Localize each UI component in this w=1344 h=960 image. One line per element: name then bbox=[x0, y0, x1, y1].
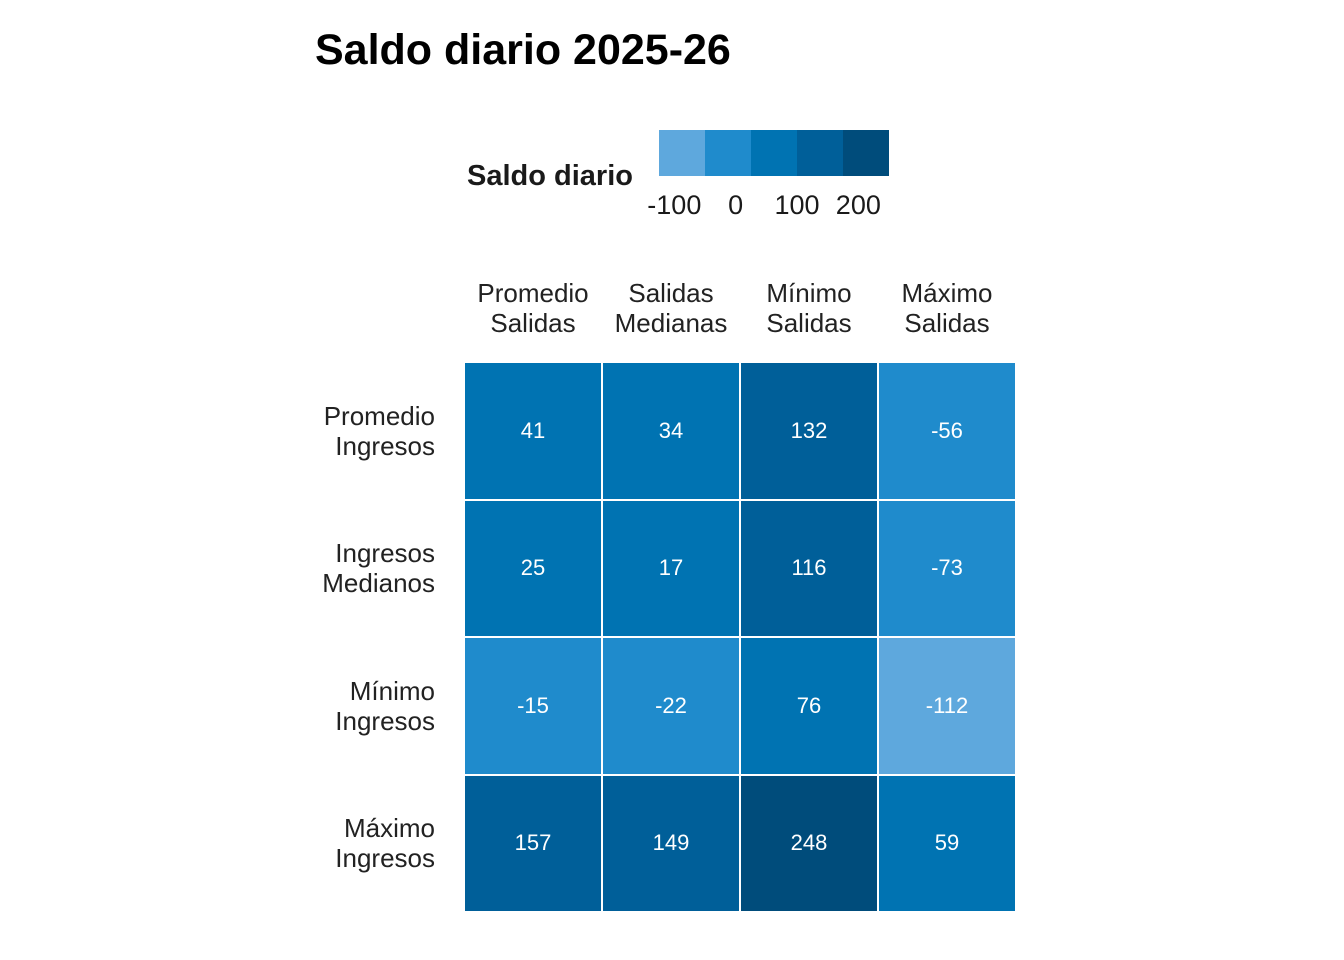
heatmap-cell: -112 bbox=[878, 637, 1016, 775]
row-label: Mínimo Ingresos bbox=[235, 676, 435, 736]
row-label: Promedio Ingresos bbox=[235, 401, 435, 461]
row-label: Ingresos Medianos bbox=[235, 538, 435, 598]
cell-value-label: 17 bbox=[658, 555, 684, 581]
cell-value-label: -56 bbox=[931, 417, 963, 443]
heatmap-cell: 76 bbox=[740, 637, 878, 775]
heatmap-cell: 149 bbox=[602, 774, 740, 912]
column-label-line: Salidas bbox=[766, 308, 852, 338]
row-label-line: Mínimo bbox=[349, 675, 435, 706]
column-label-line: Medianas bbox=[614, 308, 728, 338]
cell-value-label: 149 bbox=[652, 830, 690, 856]
legend-tick-label: 0 bbox=[728, 190, 744, 220]
heatmap-cell: 25 bbox=[464, 499, 602, 637]
heatmap-cell: 34 bbox=[602, 362, 740, 500]
column-label-line: Salidas bbox=[490, 308, 576, 338]
column-label: Promedio Salidas bbox=[464, 278, 602, 338]
heatmap-cell: 59 bbox=[878, 774, 1016, 912]
heatmap-cell: 157 bbox=[464, 774, 602, 912]
legend-swatch bbox=[843, 130, 889, 176]
heatmap-cell: -22 bbox=[602, 637, 740, 775]
legend-tick-label: 200 bbox=[835, 190, 881, 220]
row-label: Máximo Ingresos bbox=[235, 813, 435, 873]
cell-value-label: 76 bbox=[796, 692, 822, 718]
column-label-line: Salidas bbox=[628, 278, 714, 308]
legend-tick-label: -100 bbox=[647, 190, 702, 220]
legend-swatch bbox=[705, 130, 751, 176]
cell-value-label: -22 bbox=[655, 692, 687, 718]
cell-value-label: -15 bbox=[517, 692, 549, 718]
cell-value-label: -73 bbox=[931, 555, 963, 581]
heatmap-cell: 17 bbox=[602, 499, 740, 637]
legend-swatch bbox=[797, 130, 843, 176]
column-label-line: Salidas bbox=[904, 308, 990, 338]
heatmap-cell: 248 bbox=[740, 774, 878, 912]
cell-value-label: 157 bbox=[514, 830, 552, 856]
cell-value-label: 248 bbox=[790, 830, 828, 856]
row-label-line: Máximo bbox=[343, 813, 435, 844]
heatmap-cell: -15 bbox=[464, 637, 602, 775]
cell-value-label: 41 bbox=[520, 417, 546, 443]
row-label-line: Medianos bbox=[322, 568, 435, 599]
row-label-line: Ingresos bbox=[335, 538, 435, 569]
legend-title: Saldo diario bbox=[467, 160, 633, 192]
heatmap-cell: -56 bbox=[878, 362, 1016, 500]
row-label-line: Ingresos bbox=[335, 705, 435, 736]
cell-value-label: 34 bbox=[658, 417, 684, 443]
column-label-line: Máximo bbox=[901, 278, 993, 308]
heatmap-grid: 41 34 132 -56 25 17 116 -73 -15 -22 76 -112 157 149 24… bbox=[464, 362, 1016, 912]
cell-value-label: 116 bbox=[791, 555, 827, 581]
row-label-line: Ingresos bbox=[335, 843, 435, 874]
row-label-line: Ingresos bbox=[335, 430, 435, 461]
heatmap-cell: 116 bbox=[740, 499, 878, 637]
column-label-line: Mínimo bbox=[766, 278, 852, 308]
column-label: Máximo Salidas bbox=[878, 278, 1016, 338]
cell-value-label: 59 bbox=[934, 830, 960, 856]
heatmap-cell: 132 bbox=[740, 362, 878, 500]
column-label: Salidas Medianas bbox=[602, 278, 740, 338]
row-label-line: Promedio bbox=[323, 400, 435, 431]
legend-swatch bbox=[751, 130, 797, 176]
column-label: Mínimo Salidas bbox=[740, 278, 878, 338]
cell-value-label: -112 bbox=[925, 692, 969, 718]
legend-swatch bbox=[659, 130, 705, 176]
chart-title: Saldo diario 2025-26 bbox=[315, 26, 731, 74]
heatmap-cell: 41 bbox=[464, 362, 602, 500]
column-label-line: Promedio bbox=[477, 278, 589, 308]
cell-value-label: 25 bbox=[520, 555, 546, 581]
cell-value-label: 132 bbox=[790, 417, 828, 443]
legend-tick-label: 100 bbox=[774, 190, 820, 220]
legend-colorbar bbox=[659, 130, 889, 176]
heatmap-cell: -73 bbox=[878, 499, 1016, 637]
